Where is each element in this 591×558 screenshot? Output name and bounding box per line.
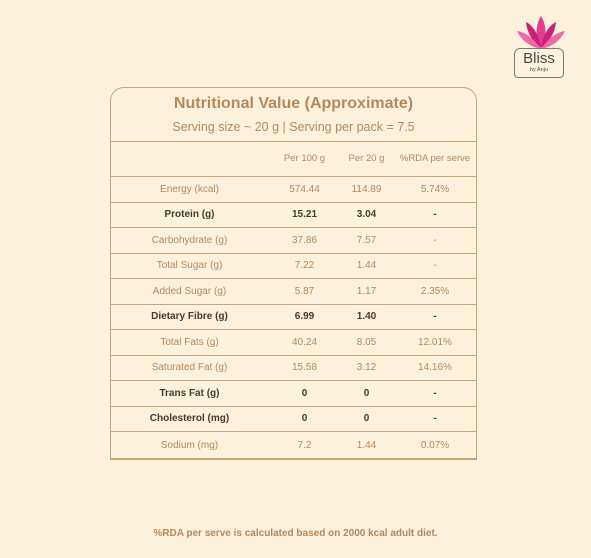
rda-value: - (393, 227, 477, 253)
per-100g-value: 5.87 (269, 278, 340, 304)
nutrient-name: Total Fats (g) (109, 329, 270, 355)
nutrition-card: Nutritional Value (Approximate) Serving … (109, 87, 477, 460)
rda-value: 5.74% (393, 176, 477, 202)
table-row: Carbohydrate (g) 37.86 7.57- (109, 227, 477, 253)
nutrient-name: Saturated Fat (g) (109, 354, 270, 381)
header-nutrient (109, 141, 270, 177)
table-row: Sodium (mg) 7.2 1.44 0.07% (109, 431, 477, 460)
brand-logo: Bliss by Anju (510, 12, 572, 84)
per-20g-value: 1.44 (339, 252, 394, 279)
rda-value: - (393, 405, 477, 432)
header-rda: %RDA per serve (393, 141, 477, 177)
nutrition-table: Per 100 g Per 20 g %RDA per serve Energy… (109, 141, 477, 460)
per-100g-value: 37.86 (269, 227, 340, 253)
per-100g-value: 0 (269, 405, 340, 432)
table-row: Added Sugar (g) 5.87 1.17 2.35% (109, 278, 477, 304)
table-row: Energy (kcal) 574.44 114.89 5.74% (109, 176, 477, 202)
table-row: Total Sugar (g) 7.22 1.44- (109, 252, 477, 279)
per-100g-value: 6.99 (269, 303, 340, 330)
nutrient-name: Energy (kcal) (109, 176, 270, 202)
per-20g-value: 1.17 (339, 278, 394, 304)
lotus-icon (517, 16, 565, 49)
nutrition-title: Nutritional Value (Approximate) (173, 95, 414, 112)
per-20g-value: 3.04 (339, 201, 394, 228)
nutrient-name: Dietary Fibre (g) (109, 303, 270, 330)
per-100g-value: 0 (269, 380, 340, 406)
per-20g-value: 7.57 (339, 227, 394, 253)
rda-footnote: %RDA per serve is calculated based on 20… (153, 528, 438, 539)
per-20g-value: 8.05 (339, 329, 394, 355)
per-20g-value: 0 (339, 405, 394, 432)
per-20g-value: 1.40 (339, 303, 394, 330)
table-row: Trans Fat (g) 0 0- (109, 380, 477, 406)
per-100g-value: 7.2 (269, 431, 340, 460)
rda-value: - (393, 252, 477, 279)
table-row: Cholesterol (mg) 0 0- (109, 405, 477, 432)
serving-info: Serving size ~ 20 g | Serving per pack =… (172, 120, 415, 134)
rda-value: 0.07% (393, 431, 477, 460)
nutrient-name: Carbohydrate (g) (109, 227, 270, 253)
nutrient-name: Added Sugar (g) (109, 278, 270, 304)
table-row: Saturated Fat (g) 15.58 3.12 14.16% (109, 354, 477, 381)
logo-frame: Bliss by Anju (514, 48, 564, 78)
rda-value: 2.35% (393, 278, 477, 304)
nutrient-name: Trans Fat (g) (109, 380, 270, 406)
rda-value: - (393, 380, 477, 406)
per-100g-value: 15.21 (269, 201, 340, 228)
rda-value: - (393, 303, 477, 330)
table-header-row: Per 100 g Per 20 g %RDA per serve (109, 141, 477, 177)
nutrient-name: Total Sugar (g) (109, 252, 270, 279)
nutrient-name: Protein (g) (109, 201, 270, 228)
per-20g-value: 0 (339, 380, 394, 406)
table-row: Dietary Fibre (g) 6.99 1.40- (109, 303, 477, 330)
rda-value: - (393, 201, 477, 228)
brand-name: Bliss (523, 50, 555, 67)
nutrient-name: Cholesterol (mg) (109, 405, 270, 432)
table-row: Protein (g) 15.21 3.04- (109, 201, 477, 228)
per-20g-value: 114.89 (339, 176, 394, 202)
per-100g-value: 15.58 (269, 354, 340, 381)
per-100g-value: 40.24 (269, 329, 340, 355)
per-100g-value: 574.44 (269, 176, 340, 202)
nutrient-name: Sodium (mg) (109, 431, 270, 460)
per-20g-value: 1.44 (339, 431, 394, 460)
brand-tagline: by Anju (529, 67, 549, 73)
rda-value: 12.01% (393, 329, 477, 355)
rda-value: 14.16% (393, 354, 477, 381)
per-100g-value: 7.22 (269, 252, 340, 279)
table-row: Total Fats (g) 40.24 8.05 12.01% (109, 329, 477, 355)
per-20g-value: 3.12 (339, 354, 394, 381)
header-per-100g: Per 100 g (269, 141, 340, 177)
header-per-20g: Per 20 g (339, 141, 394, 177)
